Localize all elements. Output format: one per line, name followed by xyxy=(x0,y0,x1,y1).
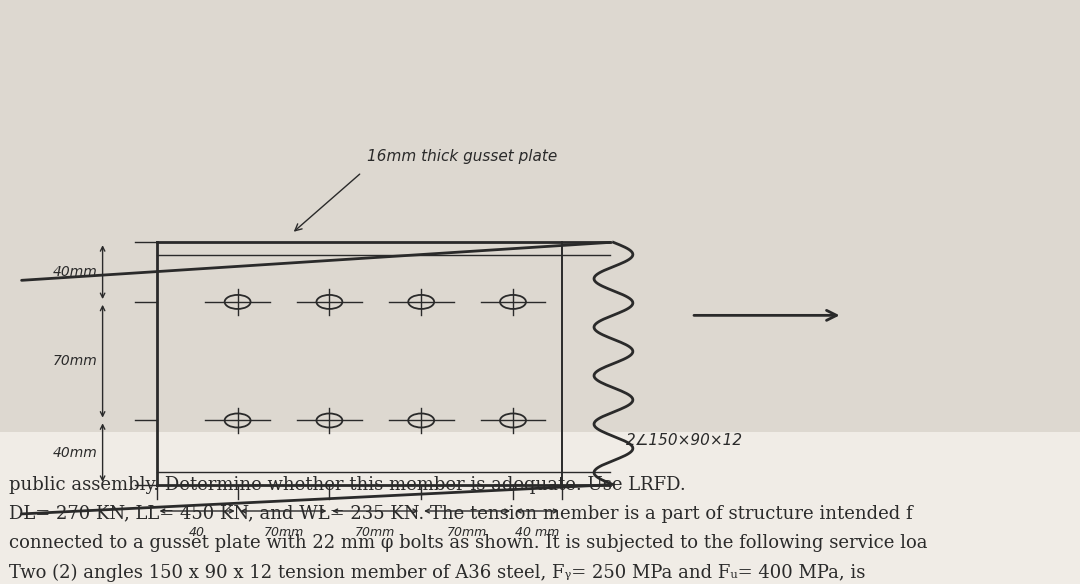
Text: 2∠150×90×12: 2∠150×90×12 xyxy=(626,433,743,449)
Text: 40 mm: 40 mm xyxy=(515,526,559,538)
Text: connected to a gusset plate with 22 mm φ bolts as shown. It is subjected to the : connected to a gusset plate with 22 mm φ… xyxy=(9,534,927,552)
Text: 70mm: 70mm xyxy=(264,526,303,538)
Text: 40mm: 40mm xyxy=(53,265,97,279)
Text: 40: 40 xyxy=(189,526,205,538)
Text: 40mm: 40mm xyxy=(53,446,97,460)
Bar xyxy=(0,432,1080,584)
Text: 70mm: 70mm xyxy=(447,526,487,538)
Text: 70mm: 70mm xyxy=(53,354,97,368)
Text: DL= 270 KN, LL= 450 KN, and WL= 235 KN. The tension member is a part of structur: DL= 270 KN, LL= 450 KN, and WL= 235 KN. … xyxy=(9,505,913,523)
Text: Two (2) angles 150 x 90 x 12 tension member of A36 steel, Fᵧ= 250 MPa and Fᵤ= 40: Two (2) angles 150 x 90 x 12 tension mem… xyxy=(9,564,865,582)
Text: 70mm: 70mm xyxy=(355,526,395,538)
Text: public assembly. Determine whether this member is adequate. Use LRFD.: public assembly. Determine whether this … xyxy=(9,476,686,494)
Text: 16mm thick gusset plate: 16mm thick gusset plate xyxy=(367,148,557,164)
Bar xyxy=(0,0,1080,432)
